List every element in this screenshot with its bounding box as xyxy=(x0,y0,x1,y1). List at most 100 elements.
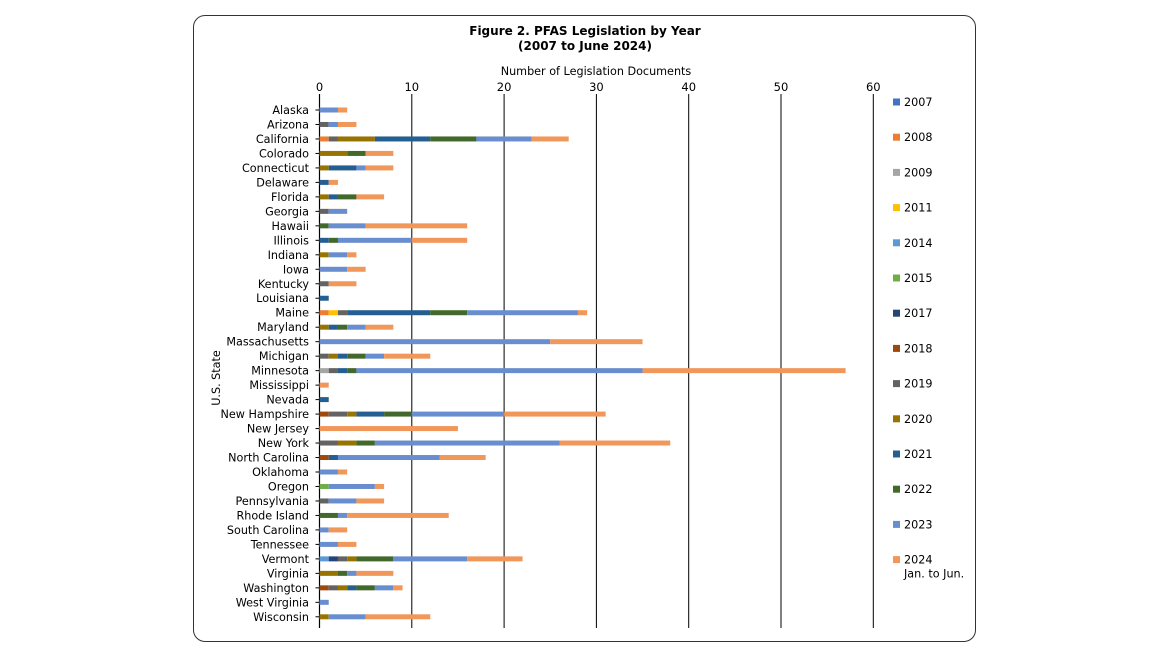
bar-segment xyxy=(356,498,385,504)
legend-swatch xyxy=(893,380,900,388)
bar-segment xyxy=(337,107,348,113)
bar-segment xyxy=(337,469,348,475)
bar-segment xyxy=(319,353,329,359)
bar-segment xyxy=(319,585,329,591)
bar-segment xyxy=(337,368,348,374)
bar-segment xyxy=(365,150,394,156)
bar-segment xyxy=(319,295,329,301)
bar-segment xyxy=(328,165,357,171)
y-category-label: California xyxy=(256,133,309,146)
bar-segment xyxy=(328,585,338,591)
y-category-label: Massachusetts xyxy=(226,336,309,349)
bar-segment xyxy=(356,440,375,446)
bar-segment xyxy=(476,136,532,142)
legend-label: 2024 xyxy=(904,554,932,567)
bar-segment xyxy=(319,223,329,229)
bar-segment xyxy=(328,527,348,533)
y-category-label: Georgia xyxy=(265,205,309,218)
bar-segment xyxy=(337,440,357,446)
bar-segment xyxy=(347,411,357,417)
y-category-label: Michigan xyxy=(259,350,309,363)
bar-segment xyxy=(319,483,329,489)
bar-segment xyxy=(356,165,366,171)
legend-swatch xyxy=(893,344,900,352)
bar-segment xyxy=(319,382,329,388)
bar-segment xyxy=(356,368,643,374)
bar-segment xyxy=(319,136,329,142)
legend-label: 2023 xyxy=(904,518,932,531)
bar-segment xyxy=(356,194,385,200)
bar-segment xyxy=(642,368,846,374)
bar-segment xyxy=(393,585,403,591)
x-tick-label: 20 xyxy=(497,80,512,94)
bar-segment xyxy=(365,223,468,229)
legend-swatch xyxy=(893,309,900,317)
legend-swatch xyxy=(893,415,900,423)
y-category-label: Pennsylvania xyxy=(236,495,310,508)
bar-segment xyxy=(347,252,357,258)
legend-label: 2019 xyxy=(904,378,932,391)
bar-segment xyxy=(356,570,394,576)
y-category-label: Nevada xyxy=(266,394,309,407)
y-category-label: Minnesota xyxy=(251,365,309,378)
bar-segment xyxy=(337,324,348,330)
x-tick-label: 10 xyxy=(404,80,419,94)
legend: 2007 2008 2009 2011 2014 2015 2017 2018 2019 2020… xyxy=(893,96,964,581)
bar-segment xyxy=(356,556,394,562)
bar-segment xyxy=(328,455,338,461)
bar-segment xyxy=(337,570,348,576)
y-category-label: Virginia xyxy=(267,567,309,580)
bar-segment xyxy=(319,208,329,214)
x-tick-label: 50 xyxy=(774,80,789,94)
y-category-label: Arizona xyxy=(267,118,309,131)
x-tick-label: 40 xyxy=(681,80,696,94)
bar-segment xyxy=(319,614,329,620)
bar-segment xyxy=(319,527,329,533)
y-category-label: Iowa xyxy=(283,263,309,276)
bar-segment xyxy=(347,266,366,272)
y-category-label: Alaska xyxy=(272,104,309,117)
bar-segment xyxy=(319,324,329,330)
bar-segment xyxy=(319,541,338,547)
legend-swatch xyxy=(893,239,900,247)
bar-segment xyxy=(430,136,477,142)
y-category-label: Kentucky xyxy=(258,278,309,291)
bar-segment xyxy=(365,353,385,359)
x-tick-label: 0 xyxy=(316,80,323,94)
bar-segment xyxy=(365,324,394,330)
legend-label: 2015 xyxy=(904,272,932,285)
bar-segment xyxy=(319,121,329,127)
bar-segment xyxy=(319,570,338,576)
bar-segment xyxy=(347,556,357,562)
bar-segment xyxy=(559,440,671,446)
bar-segment xyxy=(374,440,560,446)
bar-segment xyxy=(347,570,357,576)
legend-label: 2021 xyxy=(904,448,932,461)
bar-segment xyxy=(319,397,329,403)
bar-segment xyxy=(328,237,338,243)
y-axis-title: U.S. State xyxy=(210,350,223,406)
y-category-label: New York xyxy=(258,437,310,450)
bar-segment xyxy=(328,614,366,620)
legend-label: 2014 xyxy=(904,237,932,250)
bar-segment xyxy=(504,411,606,417)
bar-segment xyxy=(319,599,329,605)
y-category-label: Connecticut xyxy=(242,162,310,175)
bar-segment xyxy=(319,107,338,113)
bar-segment xyxy=(337,455,440,461)
bar-segment xyxy=(337,194,357,200)
chart-subtitle: (2007 to June 2024) xyxy=(518,39,652,53)
y-category-label: North Carolina xyxy=(228,452,309,465)
bar-segment xyxy=(337,310,348,316)
y-category-label: Maine xyxy=(275,307,309,320)
bars xyxy=(319,107,846,620)
bar-segment xyxy=(337,556,348,562)
bar-segment xyxy=(347,368,357,374)
bar-segment xyxy=(319,179,329,185)
bar-segment xyxy=(374,483,385,489)
bar-segment xyxy=(328,368,338,374)
y-category-label: Tennessee xyxy=(250,538,309,551)
legend-swatch xyxy=(893,204,900,212)
bar-segment xyxy=(319,368,329,374)
